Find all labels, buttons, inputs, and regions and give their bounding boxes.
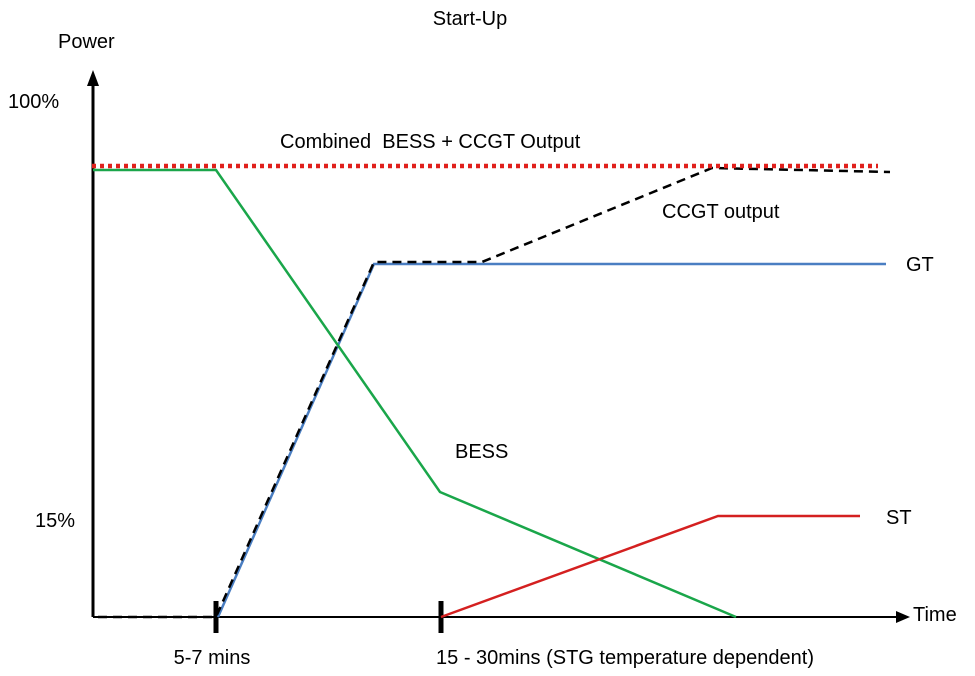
marker-label-5-7-mins: 5-7 mins — [174, 647, 251, 669]
st-label: ST — [886, 507, 912, 529]
st-line — [440, 514, 860, 619]
ccgt-output-label: CCGT output — [662, 201, 780, 223]
y-axis-arrowhead — [87, 70, 99, 86]
chart-title: Start-Up — [433, 8, 507, 30]
bess-line — [93, 168, 737, 619]
y-tick-100: 100% — [8, 91, 59, 113]
gt-label: GT — [906, 254, 934, 276]
bess-label: BESS — [455, 441, 508, 463]
ccgt-output-line — [98, 166, 891, 619]
x-axis-label: Time — [913, 604, 957, 626]
combined-output-label: Combined BESS + CCGT Output — [280, 131, 581, 153]
gt-line — [216, 262, 886, 618]
marker-label-15-30-mins: 15 - 30mins (STG temperature dependent) — [436, 647, 814, 669]
x-axis-arrowhead — [896, 611, 910, 623]
y-axis-label: Power — [58, 31, 115, 53]
y-tick-15: 15% — [35, 510, 75, 532]
